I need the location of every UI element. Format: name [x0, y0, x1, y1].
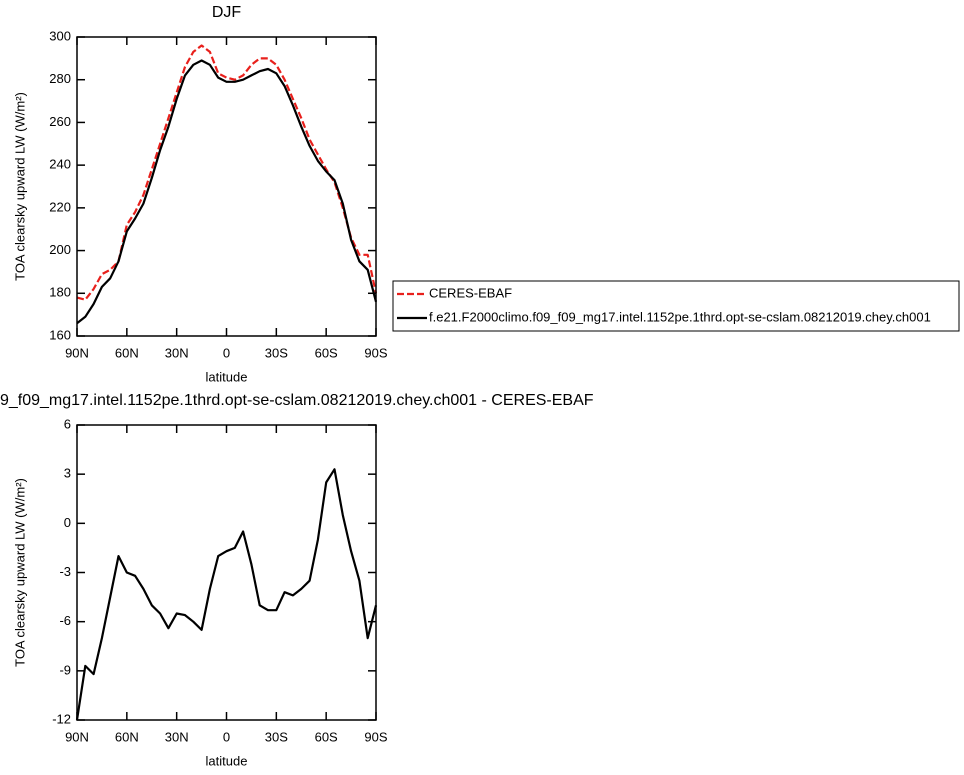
x-tick-label: 60S	[315, 345, 338, 360]
x-tick-label: 90N	[65, 729, 89, 744]
x-tick-label: 60S	[315, 729, 338, 744]
y-tick-label: 300	[49, 28, 71, 43]
x-tick-label: 30N	[165, 729, 189, 744]
y-tick-label: -3	[59, 564, 71, 579]
series-line	[76, 44, 378, 301]
legend-label: CERES-EBAF	[429, 285, 512, 300]
chart-title: DJF	[212, 4, 242, 21]
legend-label: f.e21.F2000climo.f09_f09_mg17.intel.1152…	[429, 309, 931, 324]
y-tick-label: 200	[49, 242, 71, 257]
x-axis-label: latitude	[206, 753, 248, 768]
y-tick-label: 3	[64, 466, 71, 481]
series-line	[75, 468, 378, 721]
x-tick-label: 90S	[364, 729, 387, 744]
x-tick-label: 60N	[115, 345, 139, 360]
x-tick-label: 60N	[115, 729, 139, 744]
series-line	[76, 59, 378, 325]
y-tick-label: 280	[49, 71, 71, 86]
y-tick-label: 180	[49, 285, 71, 300]
y-tick-label: -9	[59, 662, 71, 677]
x-tick-label: 90N	[65, 345, 89, 360]
y-tick-label: 260	[49, 114, 71, 129]
y-tick-label: -12	[52, 711, 71, 726]
y-tick-label: 220	[49, 199, 71, 214]
x-tick-label: 30S	[265, 345, 288, 360]
y-axis-label: TOA clearsky upward LW (W/m²)	[12, 92, 27, 281]
plot-frame	[76, 424, 377, 721]
x-tick-label: 30N	[165, 345, 189, 360]
y-tick-label: 240	[49, 157, 71, 172]
legend-box	[392, 280, 960, 332]
x-tick-label: 30S	[265, 729, 288, 744]
y-tick-label: 160	[49, 327, 71, 342]
y-tick-label: 0	[64, 515, 71, 530]
x-axis-label: latitude	[206, 369, 248, 384]
y-axis-label: TOA clearsky upward LW (W/m²)	[12, 478, 27, 667]
x-tick-label: 0	[223, 345, 230, 360]
y-tick-label: -6	[59, 613, 71, 628]
y-tick-label: 6	[64, 416, 71, 431]
x-tick-label: 0	[223, 729, 230, 744]
x-tick-label: 90S	[364, 345, 387, 360]
chart-title: f.e21.F2000climo.f09_f09_mg17.intel.1152…	[0, 392, 594, 409]
